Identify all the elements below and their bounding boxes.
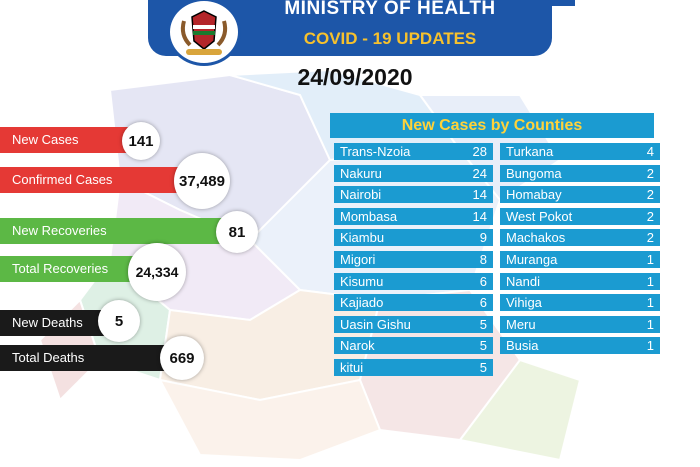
county-name: Busia [506,338,539,354]
county-case-count: 2 [646,187,654,203]
county-row: Migori 8 [334,251,493,268]
county-name: Vihiga [506,295,542,311]
covid-updates-subtitle: COVID - 19 UPDATES [303,29,477,48]
county-case-count: 2 [646,165,654,181]
county-row: Trans-Nzoia 28 [334,143,493,160]
kenya-coat-of-arms-icon [167,0,241,66]
county-case-count: 1 [646,295,654,311]
county-row: Kiambu 9 [334,229,493,247]
confirmed-cases-value: 37,489 [174,153,230,209]
new-recoveries-value: 81 [216,211,258,253]
county-case-count: 6 [479,273,487,289]
county-case-count: 24 [472,165,487,181]
county-row: Kajiado 6 [334,294,493,312]
county-row: Nakuru 24 [334,164,493,182]
county-row: Meru 1 [500,315,660,333]
header-accent [545,0,575,6]
county-case-count: 4 [646,144,654,159]
county-case-count: 5 [479,338,487,354]
county-name: Bungoma [506,165,562,181]
county-name: Nakuru [340,165,382,181]
county-name: Migori [340,252,376,267]
county-row: Bungoma 2 [500,164,660,182]
county-case-count: 8 [479,252,487,267]
county-case-count: 1 [646,338,654,354]
county-row: Nandi 1 [500,272,660,290]
county-case-count: 9 [479,230,487,246]
ministry-title: MINISTRY OF HEALTH [284,0,496,19]
new-cases-label: New Cases [0,127,140,153]
new-deaths-value: 5 [98,300,140,342]
county-name: kitui [340,360,364,375]
county-case-count: 6 [479,295,487,311]
county-name: Homabay [506,187,562,203]
county-row: West Pokot 2 [500,207,660,225]
county-row: Mombasa 14 [334,207,493,225]
county-name: Kisumu [340,273,384,289]
county-case-count: 28 [472,144,487,159]
county-case-count: 14 [472,208,487,224]
county-case-count: 2 [646,230,654,246]
total-deaths-value: 669 [160,336,204,380]
total-recoveries-label: Total Recoveries [0,256,146,282]
county-row: kitui 5 [334,359,493,376]
total-recoveries-value: 24,334 [128,243,186,301]
county-row: Uasin Gishu 5 [334,315,493,333]
county-table-title: New Cases by Counties [330,113,654,138]
county-name: Nandi [506,273,540,289]
county-row: Vihiga 1 [500,294,660,312]
county-name: Meru [506,316,536,332]
county-row: Nairobi 14 [334,186,493,204]
county-name: West Pokot [506,208,573,224]
county-name: Machakos [506,230,566,246]
county-row: Kisumu 6 [334,272,493,290]
county-name: Mombasa [340,208,398,224]
county-row: Turkana 4 [500,143,660,160]
county-name: Kiambu [340,230,385,246]
county-name: Nairobi [340,187,382,203]
new-cases-value: 141 [122,122,160,160]
county-case-count: 14 [472,187,487,203]
report-date: 24/09/2020 [297,64,413,90]
county-case-count: 1 [646,273,654,289]
new-recoveries-label: New Recoveries [0,218,238,244]
county-row: Busia 1 [500,337,660,355]
county-row: Machakos 2 [500,229,660,247]
county-case-count: 1 [646,252,654,267]
confirmed-cases-label: Confirmed Cases [0,167,192,193]
county-case-count: 2 [646,208,654,224]
county-row: Muranga 1 [500,251,660,268]
county-row: Narok 5 [334,337,493,355]
county-name: Kajiado [340,295,384,311]
county-name: Muranga [506,252,558,267]
county-case-count: 1 [646,316,654,332]
county-name: Narok [340,338,375,354]
total-deaths-label: Total Deaths [0,345,178,371]
county-case-count: 5 [479,360,487,375]
county-row: Homabay 2 [500,186,660,204]
county-name: Trans-Nzoia [340,144,411,159]
county-name: Uasin Gishu [340,316,411,332]
county-name: Turkana [506,144,554,159]
county-case-count: 5 [479,316,487,332]
